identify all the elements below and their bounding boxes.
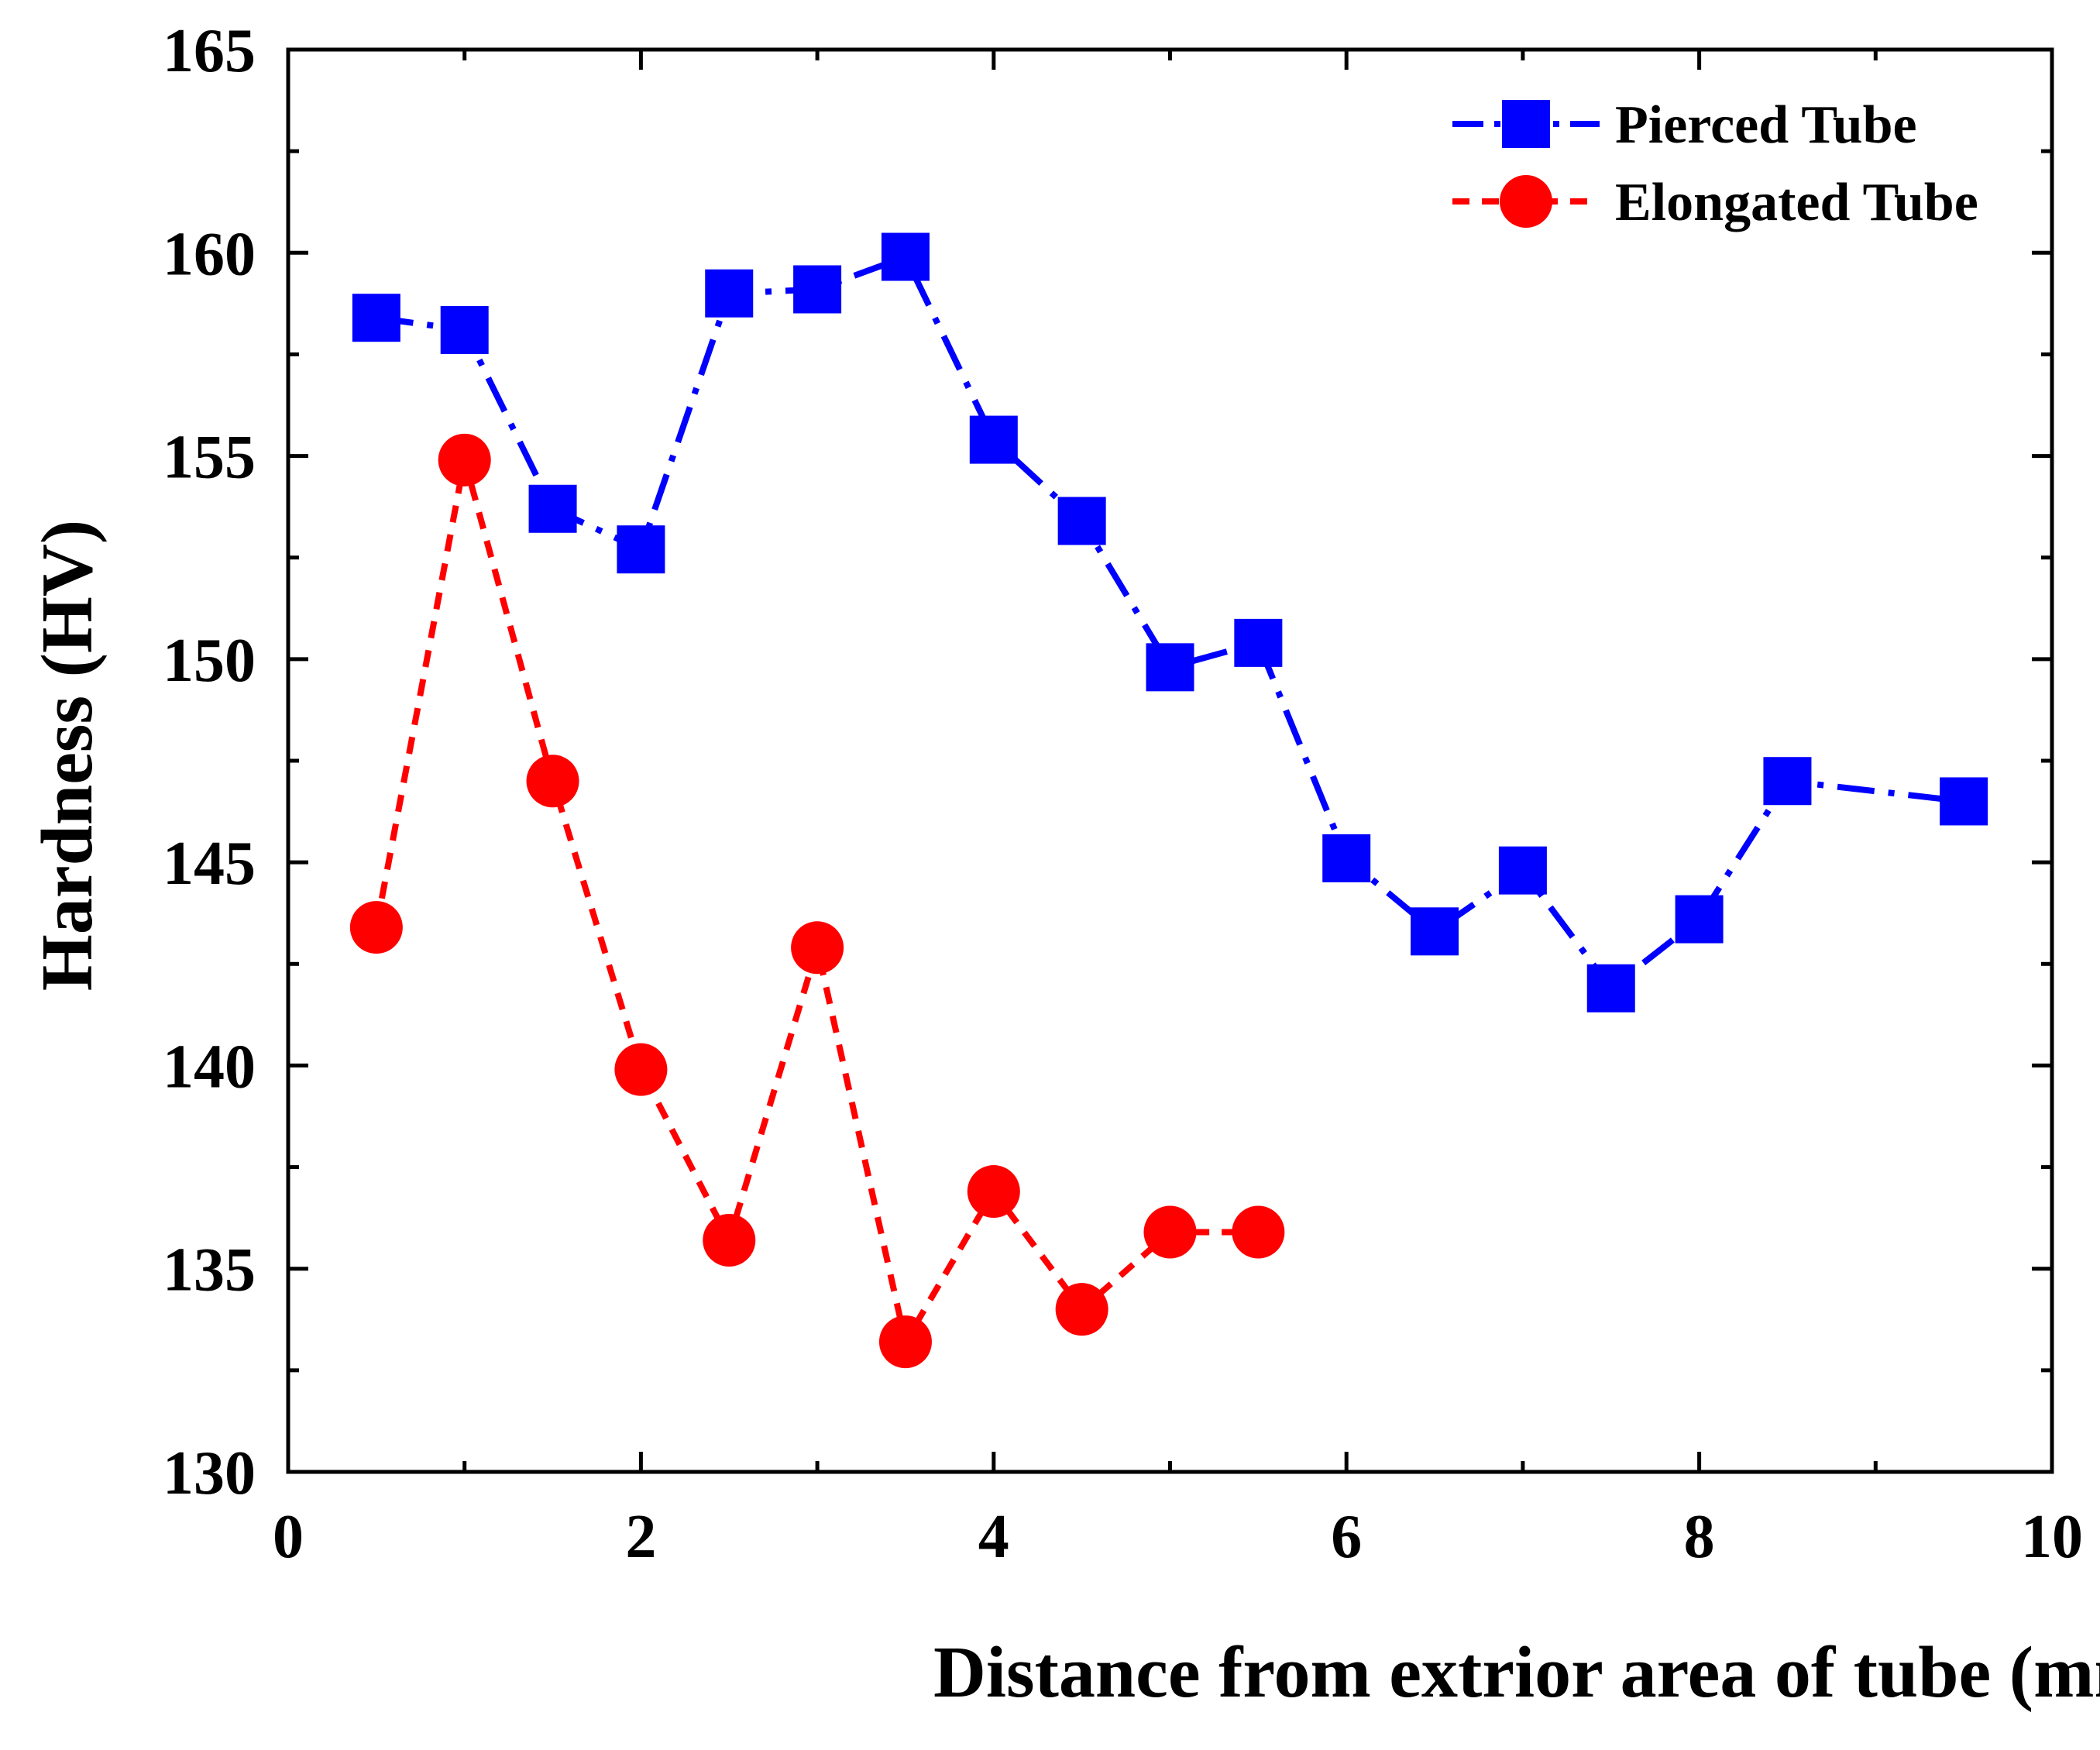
data-point-square	[1234, 618, 1283, 667]
series-layer	[349, 232, 1988, 1369]
data-point-square	[1940, 777, 1988, 826]
x-tick-label: 4	[978, 1503, 1009, 1571]
x-axis-title: Distance from extrior area of tube (mm)	[933, 1632, 2100, 1713]
y-tick-label: 150	[163, 627, 256, 695]
axes-layer: 0 2 4 6 8 10 130 135 140 145 150 155 160 165	[163, 17, 2083, 1571]
data-point-circle	[1143, 1205, 1197, 1259]
y-tick-label: 140	[163, 1033, 256, 1101]
data-point-circle	[526, 755, 579, 808]
data-point-square	[528, 484, 577, 533]
y-tick-label: 130	[163, 1439, 256, 1508]
data-point-square	[1057, 497, 1106, 545]
data-point-circle	[967, 1165, 1020, 1219]
data-point-circle	[878, 1315, 932, 1369]
legend-item: Elongated Tube	[1452, 173, 1978, 232]
x-tick-label: 0	[273, 1503, 304, 1571]
series-elongated-tube	[349, 433, 1285, 1369]
data-point-square	[1763, 757, 1812, 806]
legend-item: Pierced Tube	[1452, 95, 1917, 155]
x-tick-label: 6	[1331, 1503, 1362, 1571]
y-tick-label: 165	[163, 17, 256, 85]
data-point-square	[440, 305, 489, 354]
y-tick-label: 145	[163, 830, 256, 898]
data-point-square	[793, 265, 842, 314]
data-point-circle	[349, 901, 403, 954]
data-point-circle	[703, 1213, 756, 1267]
legend-label: Elongated Tube	[1615, 173, 1978, 232]
series-line	[376, 253, 1964, 992]
data-point-circle	[791, 921, 844, 975]
data-point-circle	[438, 433, 491, 486]
x-tick-label: 2	[625, 1503, 656, 1571]
data-point-square	[1322, 834, 1371, 882]
data-point-square	[1411, 907, 1459, 956]
x-tick-label: 10	[2021, 1503, 2083, 1571]
data-point-square	[969, 415, 1018, 464]
data-point-square	[1498, 846, 1547, 895]
data-point-square	[881, 232, 930, 281]
legend: Pierced Tube Elongated Tube	[1452, 95, 1978, 232]
legend-marker-circle	[1500, 175, 1552, 228]
y-tick-label: 135	[163, 1236, 256, 1305]
data-point-square	[617, 525, 665, 574]
legend-label: Pierced Tube	[1615, 95, 1917, 155]
y-tick-label: 160	[163, 220, 256, 288]
x-tick-label: 8	[1684, 1503, 1715, 1571]
data-point-circle	[1232, 1205, 1285, 1259]
y-tick-label: 155	[163, 424, 256, 492]
data-point-square	[1146, 643, 1194, 692]
y-axis-title: Hardness (HV)	[27, 520, 108, 991]
legend-marker-square	[1502, 100, 1550, 148]
data-point-square	[1675, 895, 1724, 944]
data-point-square	[1586, 964, 1635, 1013]
data-point-square	[705, 269, 754, 318]
series-pierced-tube	[352, 232, 1988, 1013]
data-point-circle	[614, 1043, 668, 1096]
data-point-circle	[1055, 1283, 1108, 1336]
data-point-square	[352, 294, 400, 342]
